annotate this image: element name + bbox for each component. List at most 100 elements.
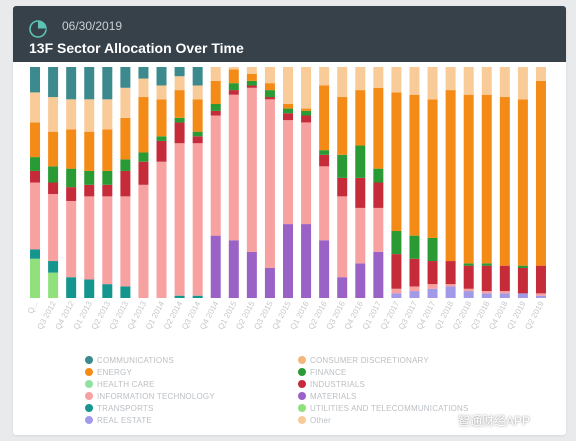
bar-segment[interactable]	[66, 187, 77, 201]
bar-segment[interactable]	[463, 291, 474, 298]
bar-segment[interactable]	[301, 67, 312, 109]
bar-segment[interactable]	[319, 154, 330, 167]
bar-segment[interactable]	[174, 122, 185, 144]
bar-segment[interactable]	[156, 161, 167, 298]
bar-segment[interactable]	[355, 90, 366, 146]
bar-segment[interactable]	[48, 182, 59, 195]
bar-segment[interactable]	[409, 286, 420, 292]
bar-segment[interactable]	[391, 254, 402, 289]
bar-segment[interactable]	[517, 265, 528, 268]
bar-segment[interactable]	[481, 67, 492, 95]
legend-item[interactable]: MATERIALS	[298, 390, 357, 402]
bar-segment[interactable]	[138, 97, 149, 153]
legend-item[interactable]: HEALTH CARE	[85, 378, 155, 390]
bar-segment[interactable]	[355, 177, 366, 208]
bar-segment[interactable]	[373, 87, 384, 169]
bar-segment[interactable]	[210, 235, 221, 298]
legend-item[interactable]: UTILITIES AND TELECOMMUNICATIONS	[298, 402, 469, 414]
bar-segment[interactable]	[409, 94, 420, 236]
bar-segment[interactable]	[319, 85, 330, 151]
bar-segment[interactable]	[210, 67, 221, 81]
bar-segment[interactable]	[246, 251, 257, 298]
bar-segment[interactable]	[517, 293, 528, 298]
bar-segment[interactable]	[30, 67, 41, 93]
bar-segment[interactable]	[138, 78, 149, 98]
bar-segment[interactable]	[264, 267, 275, 298]
bar-segment[interactable]	[301, 115, 312, 123]
bar-segment[interactable]	[102, 184, 113, 197]
bar-segment[interactable]	[283, 120, 293, 225]
bar-segment[interactable]	[301, 224, 312, 298]
bar-segment[interactable]	[210, 103, 221, 111]
bar-segment[interactable]	[246, 80, 257, 86]
bar-segment[interactable]	[373, 67, 384, 88]
bar-segment[interactable]	[66, 277, 77, 298]
bar-segment[interactable]	[156, 99, 167, 137]
bar-segment[interactable]	[463, 263, 474, 266]
bar-segment[interactable]	[102, 129, 113, 171]
bar-segment[interactable]	[301, 122, 312, 225]
bar-segment[interactable]	[174, 117, 185, 123]
bar-segment[interactable]	[301, 110, 312, 116]
bar-segment[interactable]	[337, 97, 348, 155]
bar-segment[interactable]	[283, 113, 293, 121]
legend-item[interactable]: CONSUMER DISCRETIONARY	[298, 354, 429, 366]
bar-segment[interactable]	[210, 110, 221, 116]
bar-segment[interactable]	[102, 196, 113, 285]
bar-segment[interactable]	[373, 168, 384, 183]
bar-segment[interactable]	[102, 67, 113, 100]
bar-segment[interactable]	[445, 67, 456, 91]
bar-segment[interactable]	[319, 150, 330, 155]
legend-item[interactable]: INDUSTRIALS	[298, 378, 365, 390]
bar-segment[interactable]	[355, 263, 366, 298]
bar-segment[interactable]	[210, 115, 221, 236]
bar-segment[interactable]	[481, 291, 492, 294]
bar-segment[interactable]	[84, 99, 95, 132]
bar-segment[interactable]	[228, 90, 239, 95]
bar-segment[interactable]	[427, 288, 438, 298]
bar-segment[interactable]	[517, 267, 528, 294]
bar-segment[interactable]	[138, 67, 149, 79]
bar-segment[interactable]	[192, 67, 203, 86]
bar-segment[interactable]	[499, 97, 510, 266]
bar-segment[interactable]	[48, 272, 59, 298]
bar-segment[interactable]	[283, 224, 293, 298]
bar-segment[interactable]	[283, 103, 293, 109]
bar-segment[interactable]	[535, 265, 546, 294]
bar-segment[interactable]	[120, 170, 131, 197]
bar-segment[interactable]	[228, 67, 239, 70]
legend-item[interactable]: TRANSPORTS	[85, 402, 154, 414]
bar-segment[interactable]	[264, 97, 275, 100]
bar-segment[interactable]	[138, 152, 149, 162]
legend-item[interactable]: INFORMATION TECHNOLOGY	[85, 390, 215, 402]
bar-segment[interactable]	[409, 67, 420, 95]
bar-segment[interactable]	[30, 170, 41, 183]
bar-segment[interactable]	[355, 67, 366, 91]
bar-segment[interactable]	[30, 182, 41, 250]
legend-item[interactable]: REAL ESTATE	[85, 414, 152, 426]
bar-segment[interactable]	[337, 277, 348, 298]
bar-segment[interactable]	[66, 200, 77, 278]
bar-segment[interactable]	[192, 295, 203, 298]
bar-segment[interactable]	[246, 87, 257, 252]
bar-segment[interactable]	[174, 76, 185, 91]
bar-segment[interactable]	[156, 140, 167, 162]
bar-segment[interactable]	[427, 99, 438, 238]
bar-segment[interactable]	[463, 265, 474, 289]
bar-segment[interactable]	[373, 182, 384, 208]
bar-segment[interactable]	[66, 168, 77, 188]
bar-segment[interactable]	[138, 161, 149, 185]
bar-segment[interactable]	[463, 288, 474, 292]
bar-segment[interactable]	[102, 284, 113, 298]
bar-segment[interactable]	[192, 99, 203, 132]
bar-segment[interactable]	[228, 83, 239, 91]
bar-segment[interactable]	[66, 99, 77, 130]
bar-segment[interactable]	[210, 80, 221, 104]
bar-segment[interactable]	[84, 184, 95, 197]
bar-segment[interactable]	[84, 279, 95, 298]
bar-segment[interactable]	[102, 170, 113, 185]
bar-segment[interactable]	[30, 157, 41, 171]
bar-segment[interactable]	[84, 131, 95, 171]
bar-segment[interactable]	[535, 67, 546, 81]
bar-segment[interactable]	[228, 94, 239, 241]
